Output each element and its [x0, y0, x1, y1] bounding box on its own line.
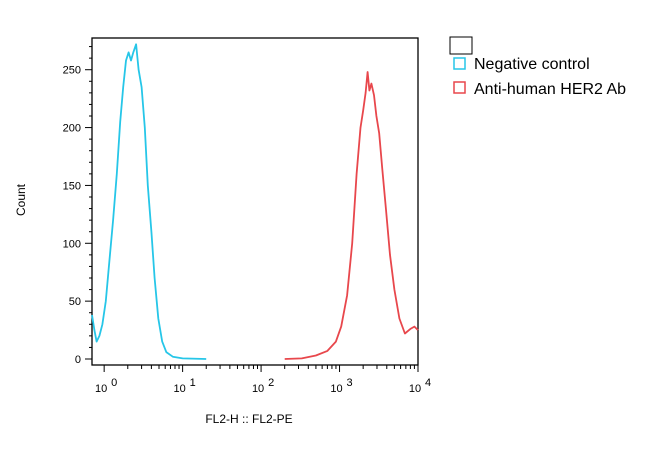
plot-frame: [91, 37, 419, 366]
x-tick-exponent: 2: [268, 377, 274, 389]
x-tick-exponent: 1: [190, 377, 196, 389]
x-axis: 10 0 10 1 10 2 10 3 10 4: [95, 365, 431, 395]
x-tick-label: 10: [95, 383, 107, 395]
negative-control-line: [91, 43, 207, 360]
legend-label-negative-control: Negative control: [474, 56, 590, 73]
x-tick-label: 10: [252, 383, 264, 395]
anti-her2-line: [284, 71, 419, 360]
y-tick-label: 200: [63, 123, 81, 135]
y-axis-title: Count: [14, 183, 28, 216]
x-tick-exponent: 3: [347, 377, 353, 389]
y-tick-label: 150: [63, 180, 81, 192]
legend: Negative control Anti-human HER2 Ab: [449, 36, 626, 98]
y-axis: 0 50 100 150 200 250: [63, 46, 92, 366]
y-tick-label: 0: [75, 354, 81, 366]
series-layer: [91, 43, 419, 360]
legend-swatch-negative-control: [453, 57, 466, 70]
x-tick-label: 10: [330, 383, 342, 395]
x-tick-exponent: 0: [111, 377, 117, 389]
x-tick-exponent: 4: [425, 377, 431, 389]
x-tick-label: 10: [173, 383, 185, 395]
y-tick-label: 100: [63, 238, 81, 250]
legend-swatch-anti-her2: [453, 81, 466, 94]
y-tick-label: 250: [63, 65, 81, 77]
y-tick-label: 50: [69, 296, 81, 308]
legend-header-box: [449, 36, 473, 55]
x-tick-label: 10: [409, 383, 421, 395]
x-axis-title: FL2-H :: FL2-PE: [205, 412, 292, 426]
legend-label-anti-her2: Anti-human HER2 Ab: [474, 81, 626, 98]
